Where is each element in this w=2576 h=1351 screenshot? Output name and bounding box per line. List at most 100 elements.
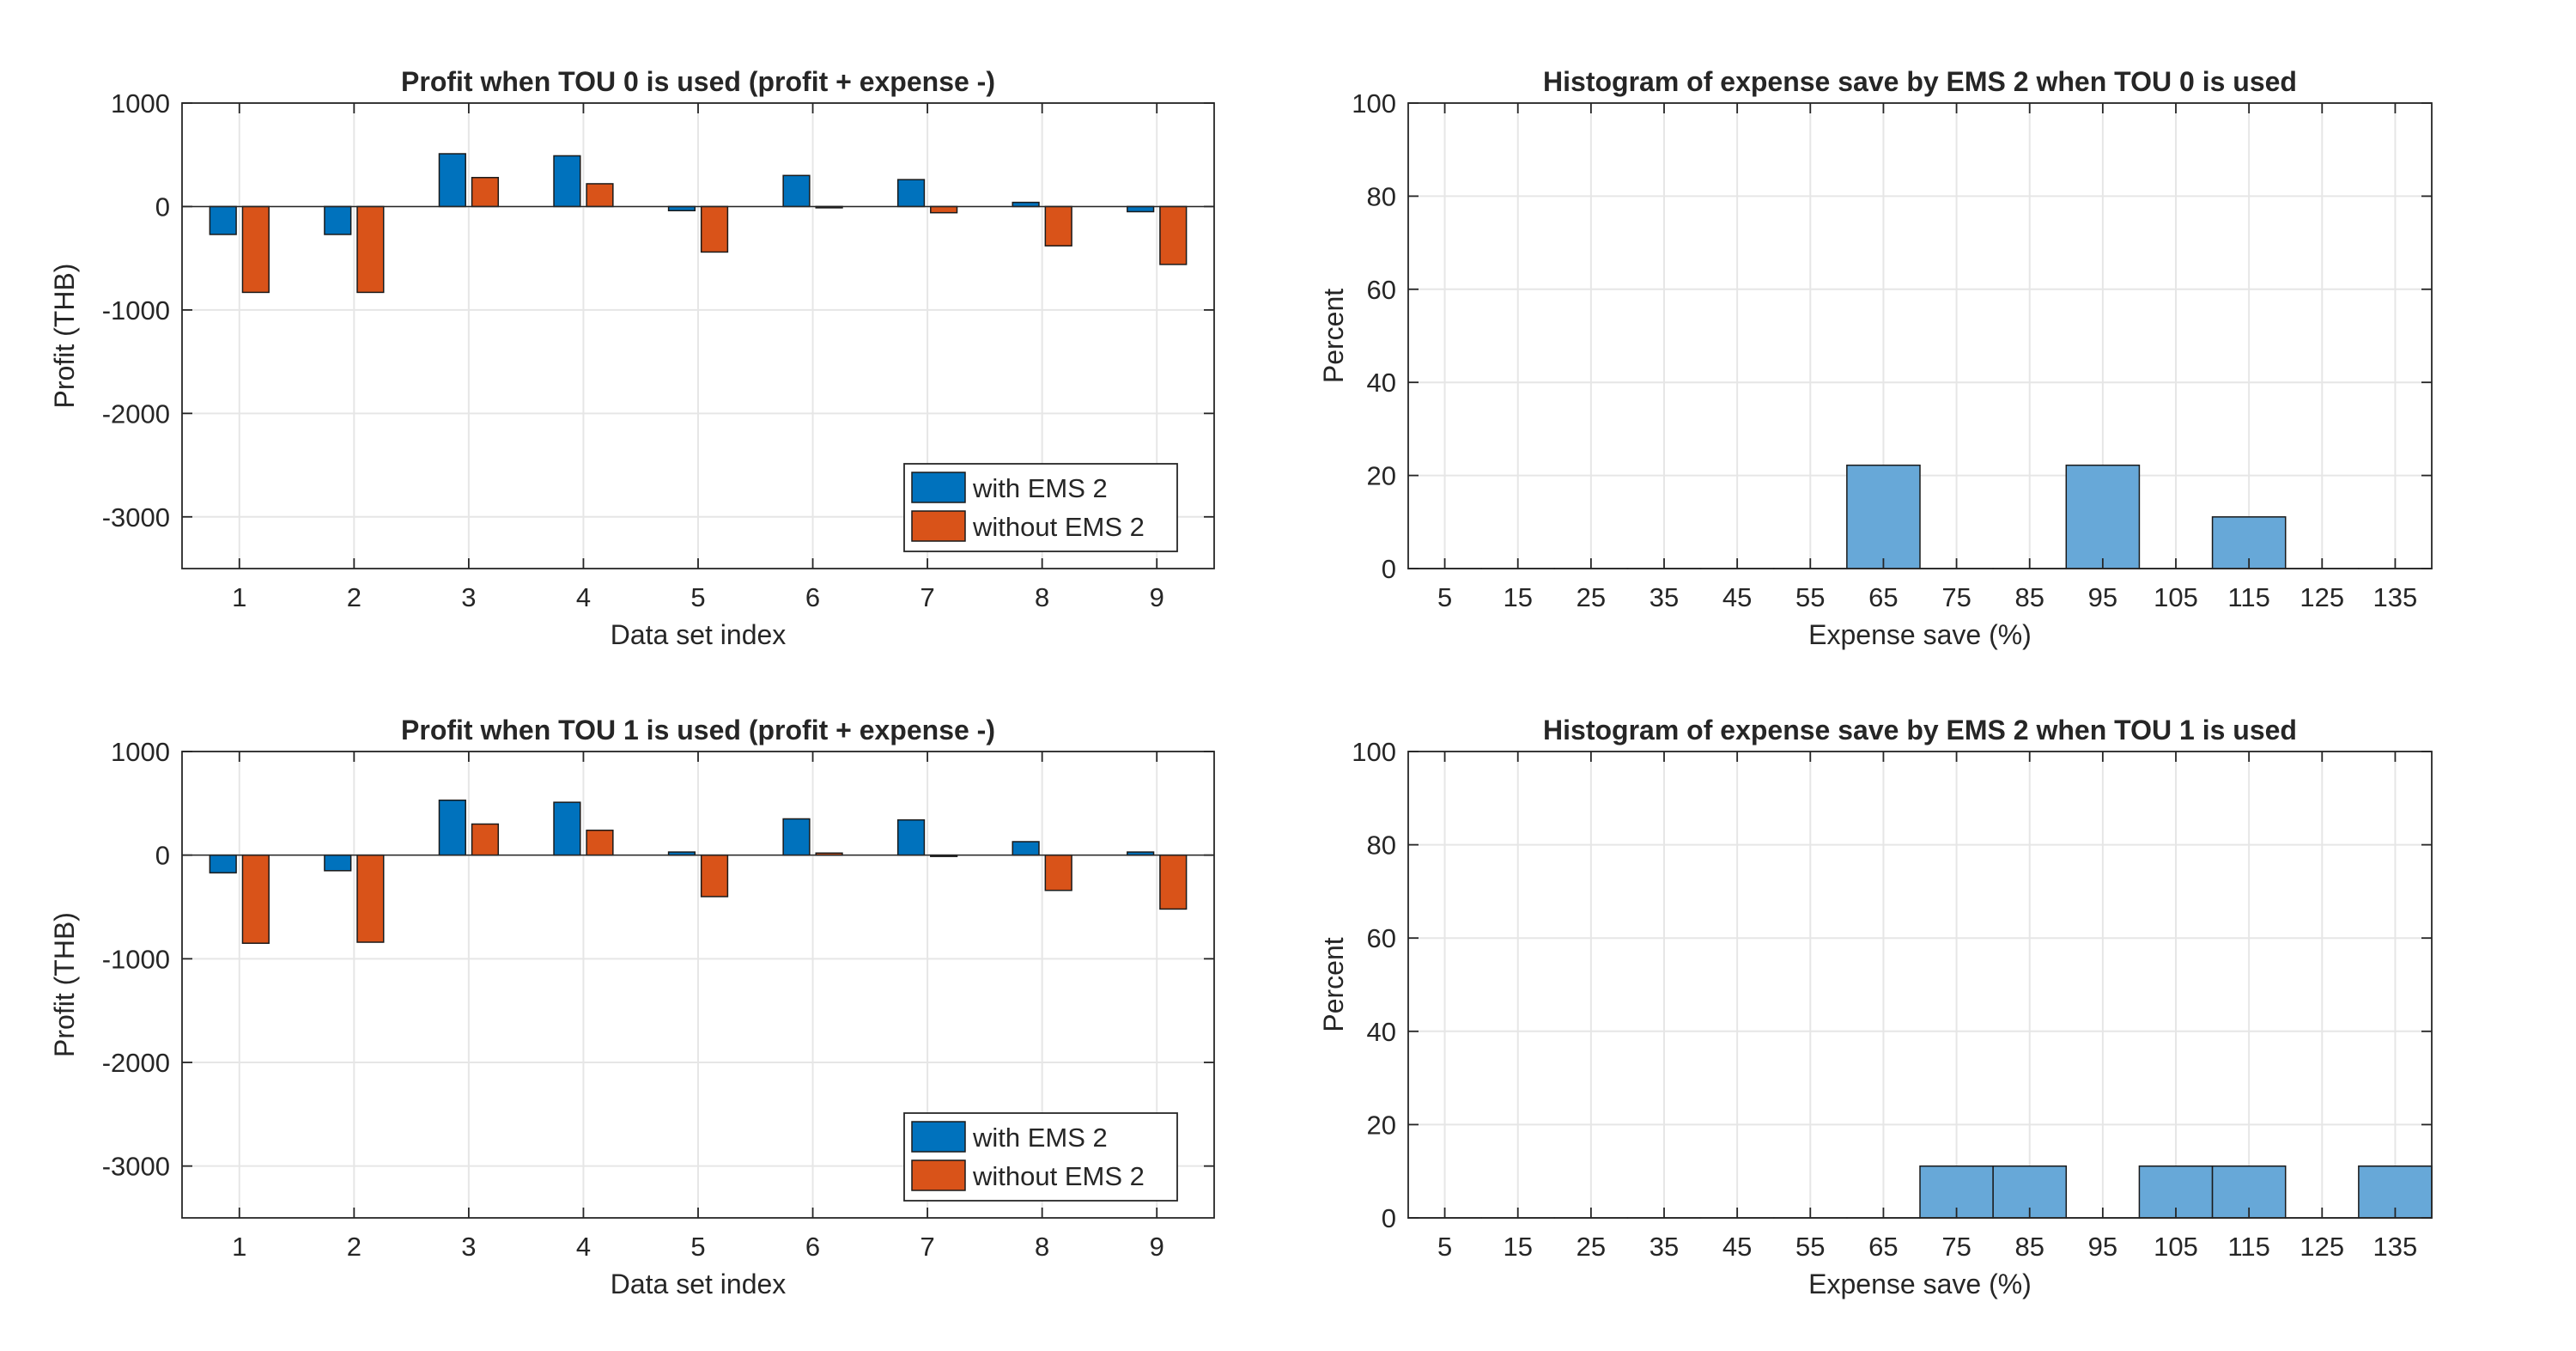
tick-labels: 0 20 40 60 80 100 5 15 25 35 45 55 65 75 85 95 105 115 125…	[1352, 88, 2432, 612]
axes-box	[1407, 102, 2433, 569]
bar-with-ems2-1	[209, 854, 237, 873]
legend: with EMS 2 without EMS 2	[903, 463, 1178, 552]
bar-without-ems2-1	[241, 205, 270, 294]
y-axis-label: Profit (THB)	[49, 912, 80, 1057]
x-tick-label: 25	[1577, 1232, 1606, 1262]
bar-with-ems2-4	[553, 801, 581, 856]
x-tick-label: 135	[2373, 1232, 2418, 1262]
x-tick-label: 115	[2227, 1232, 2269, 1262]
x-tick-label: 8	[1035, 1232, 1049, 1262]
x-tick-label: 7	[920, 582, 934, 612]
bar-with-ems2-8	[1012, 841, 1040, 856]
bar-with-ems2-7	[896, 179, 926, 208]
y-tick-label: 60	[1367, 923, 1396, 953]
legend-swatch-without-ems2	[911, 510, 966, 542]
y-tick-label: 40	[1367, 1017, 1396, 1047]
bar-without-ems2-2	[356, 854, 385, 943]
x-tick-label: 65	[1868, 1232, 1898, 1262]
x-tick-label: 135	[2373, 582, 2418, 612]
chart-title: Histogram of expense save by EMS 2 when …	[1543, 715, 2297, 745]
bars	[182, 799, 1214, 944]
bar-with-ems2-3	[438, 153, 466, 208]
axes-box	[1407, 751, 2433, 1219]
x-tick-label: 125	[2300, 1232, 2344, 1262]
x-tick-label: 75	[1941, 1232, 1971, 1262]
x-tick-label: 6	[805, 582, 820, 612]
y-axis-label: Profit (THB)	[49, 264, 80, 409]
bar-without-ems2-8	[1044, 205, 1072, 246]
x-tick-label: 115	[2227, 582, 2269, 612]
bar-without-ems2-1	[241, 854, 270, 944]
x-tick-label: 95	[2088, 1232, 2117, 1262]
legend-label-without-ems2: without EMS 2	[972, 512, 1145, 542]
y-tick-label: 0	[155, 192, 170, 222]
y-tick-label: -2000	[102, 1048, 170, 1078]
y-tick-label: -3000	[102, 1152, 170, 1182]
x-tick-label: 35	[1649, 582, 1679, 612]
x-tick-label: 105	[2154, 582, 2198, 612]
x-tick-label: 7	[920, 1232, 934, 1262]
bar-without-ems2-3	[471, 176, 500, 208]
tick-labels: 1000 0 -1000 -2000 -3000 1 2 3 4 5 6 7 8 9	[102, 88, 1214, 612]
legend-label-with-ems2: with EMS 2	[972, 1123, 1108, 1153]
tick-labels: 1000 0 -1000 -2000 -3000 1 2 3 4 5 6 7 8 9	[102, 737, 1214, 1262]
bar-without-ems2-2	[356, 205, 385, 294]
x-tick-label: 105	[2154, 1232, 2198, 1262]
bar-with-ems2-2	[324, 854, 352, 872]
y-tick-label: 20	[1367, 461, 1396, 491]
legend-label-with-ems2: with EMS 2	[972, 473, 1108, 503]
x-tick-label: 5	[1437, 582, 1452, 612]
histogram-bar-95	[2065, 464, 2141, 569]
y-tick-label: -2000	[102, 399, 170, 429]
x-axis-label: Expense save (%)	[1808, 1269, 2032, 1299]
x-tick-label: 85	[2014, 582, 2044, 612]
chart-panel-1: 1000 0 -1000 -2000 -3000 1 2 3 4 5 6 7 8 9 Profit when…	[49, 66, 1215, 650]
y-tick-label: 0	[155, 841, 170, 871]
x-tick-label: 45	[1722, 582, 1752, 612]
x-tick-label: 1	[232, 1232, 246, 1262]
x-axis-label: Data set index	[611, 619, 787, 650]
x-tick-label: 65	[1868, 582, 1898, 612]
x-tick-label: 15	[1503, 1232, 1532, 1262]
x-tick-label: 3	[461, 1232, 476, 1262]
bar-with-ems2-2	[324, 205, 352, 235]
legend-swatch-with-ems2	[911, 472, 966, 503]
x-tick-label: 45	[1722, 1232, 1752, 1262]
legend-label-without-ems2: without EMS 2	[972, 1161, 1145, 1191]
bar-without-ems2-8	[1044, 854, 1072, 892]
x-tick-label: 1	[232, 582, 246, 612]
chart-title: Profit when TOU 0 is used (profit + expe…	[401, 66, 995, 97]
y-tick-label: 80	[1367, 831, 1396, 861]
y-tick-label: 100	[1352, 88, 1396, 119]
y-tick-label: 0	[1382, 1203, 1396, 1233]
y-tick-label: -1000	[102, 944, 170, 974]
bar-with-ems2-3	[438, 799, 466, 856]
x-tick-label: 6	[805, 1232, 820, 1262]
x-tick-label: 2	[347, 1232, 361, 1262]
chart-title: Histogram of expense save by EMS 2 when …	[1543, 66, 2297, 97]
x-tick-label: 15	[1503, 582, 1532, 612]
chart-title: Profit when TOU 1 is used (profit + expe…	[401, 715, 995, 745]
bar-without-ems2-5	[700, 854, 729, 898]
x-tick-label: 125	[2300, 582, 2344, 612]
y-tick-label: 80	[1367, 181, 1396, 211]
bar-without-ems2-5	[700, 205, 729, 253]
x-tick-label: 85	[2014, 1232, 2044, 1262]
x-tick-label: 35	[1649, 1232, 1679, 1262]
bar-with-ems2-6	[782, 818, 811, 856]
x-tick-label: 2	[347, 582, 361, 612]
bar-without-ems2-4	[586, 829, 614, 856]
x-tick-label: 9	[1150, 1232, 1164, 1262]
bar-without-ems2-9	[1159, 854, 1188, 910]
x-tick-label: 95	[2088, 582, 2117, 612]
bar-with-ems2-1	[209, 205, 237, 235]
x-tick-label: 5	[690, 1232, 705, 1262]
y-axis-label: Percent	[1318, 937, 1349, 1032]
bar-with-ems2-4	[553, 155, 581, 208]
bars	[182, 153, 1214, 294]
y-tick-label: 1000	[111, 737, 170, 767]
bar-with-ems2-6	[782, 174, 811, 208]
bar-without-ems2-4	[586, 183, 614, 208]
chart-panel-4: 0 20 40 60 80 100 5 15 25 35 45 55 65 75 85 95 105 115 125…	[1318, 715, 2433, 1299]
